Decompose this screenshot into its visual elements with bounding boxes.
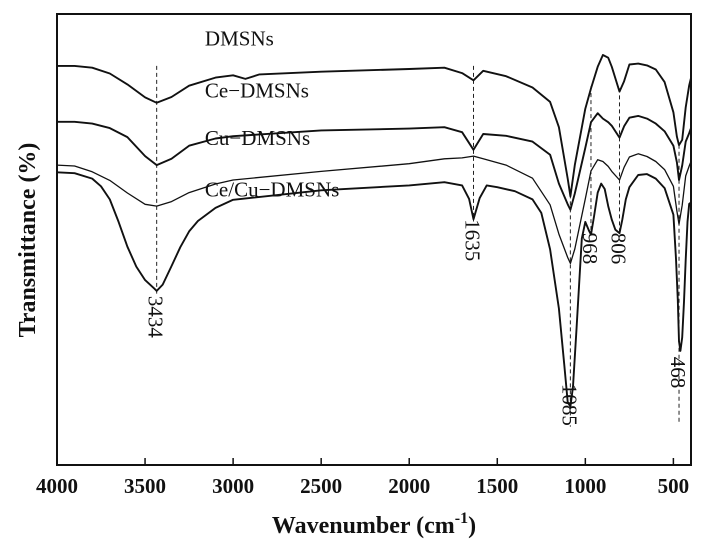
- peak-label: 1085: [557, 384, 581, 426]
- x-axis-label-close: ): [468, 513, 476, 539]
- series-line: [56, 153, 692, 265]
- y-axis-label: Transmittance (%): [15, 143, 41, 338]
- series-labels: DMSNs Ce−DMSNs Cu−DMSNs Ce/Cu−DMSNs: [205, 27, 339, 202]
- peak-labels: 3434 1635 1085 968 806 468: [144, 219, 690, 426]
- series-line: [56, 171, 692, 408]
- series-line: [57, 112, 692, 211]
- peak-label: 1635: [461, 219, 485, 261]
- x-tick-label: 3500: [124, 474, 166, 498]
- series-label: Cu−DMSNs: [205, 126, 310, 150]
- peak-label: 468: [666, 357, 690, 389]
- plot-frame: [56, 13, 692, 466]
- series-line: [57, 54, 692, 198]
- series-label: DMSNs: [205, 27, 274, 51]
- x-axis-ticks: 4000 3500 3000 2500 2000 1500 1000 500: [36, 458, 689, 498]
- x-axis-label-main: Wavenumber (cm: [272, 513, 455, 539]
- x-tick-label: 1500: [476, 474, 518, 498]
- x-tick-label: 4000: [36, 474, 78, 498]
- x-tick-label: 500: [658, 474, 690, 498]
- peak-label: 3434: [144, 296, 168, 339]
- peak-marker-lines: [156, 65, 680, 427]
- spectra-series: [56, 54, 692, 408]
- x-tick-label: 2500: [300, 474, 342, 498]
- peak-label: 968: [578, 233, 602, 264]
- x-axis-label: Wavenumber (cm-1): [272, 510, 476, 539]
- peak-label: 806: [606, 233, 630, 264]
- x-axis-label-superscript: -1: [455, 510, 468, 527]
- x-tick-label: 1000: [564, 474, 606, 498]
- x-tick-label: 3000: [212, 474, 254, 498]
- series-label: Ce/Cu−DMSNs: [205, 178, 339, 202]
- x-tick-label: 2000: [388, 474, 430, 498]
- series-label: Ce−DMSNs: [205, 78, 309, 102]
